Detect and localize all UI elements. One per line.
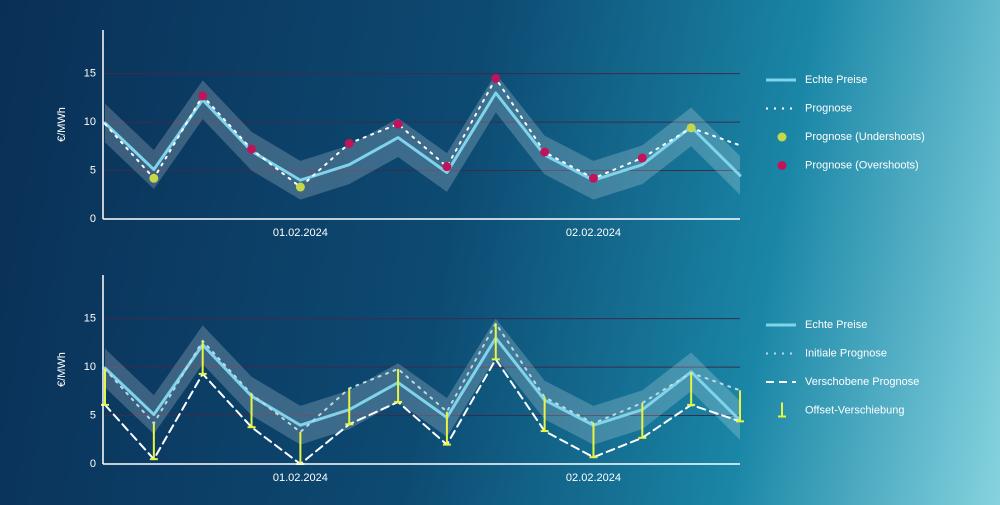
legend-label: Echte Preise — [805, 319, 867, 331]
forecast-marker — [686, 123, 696, 133]
forecast-marker — [295, 182, 305, 192]
y-tick-label: 0 — [90, 213, 96, 225]
legend-swatch — [777, 161, 787, 170]
forecast-marker — [247, 144, 257, 154]
y-tick-label: 15 — [84, 313, 96, 325]
legend-label: Offset-Verschiebung — [805, 404, 904, 416]
y-axis-label: €/MWh — [56, 352, 68, 387]
legend-label: Prognose (Undershoots) — [805, 131, 925, 143]
y-tick-label: 5 — [90, 164, 96, 176]
price-band — [105, 73, 740, 200]
legend-label: Initiale Prognose — [805, 347, 887, 359]
forecast-marker — [540, 147, 550, 157]
x-tick-label: 02.02.2024 — [566, 227, 621, 239]
series-line — [104, 358, 741, 465]
legend-label: Prognose (Overshoots) — [805, 159, 919, 171]
x-tick-label: 01.02.2024 — [273, 472, 328, 484]
forecast-marker — [491, 73, 501, 83]
series-line — [103, 336, 742, 427]
legend-swatch — [777, 132, 787, 142]
x-tick-label: 02.02.2024 — [566, 472, 621, 484]
x-tick-label: 01.02.2024 — [273, 227, 328, 239]
price-band — [105, 318, 740, 445]
legend-label: Prognose — [805, 102, 852, 114]
y-tick-label: 10 — [84, 361, 96, 373]
forecast-marker — [442, 162, 452, 172]
y-tick-label: 10 — [84, 116, 96, 128]
forecast-marker — [637, 153, 647, 163]
forecast-marker — [198, 91, 208, 101]
forecast-marker — [149, 173, 159, 183]
forecast-marker — [588, 173, 598, 183]
legend-label: Echte Preise — [805, 74, 867, 86]
series-line — [103, 91, 742, 182]
forecast-marker — [344, 138, 354, 148]
y-axis-label: €/MWh — [56, 107, 68, 142]
y-tick-label: 5 — [90, 409, 96, 421]
forecast-marker — [393, 119, 403, 129]
y-tick-label: 0 — [90, 458, 96, 470]
legend-label: Verschobene Prognose — [805, 376, 919, 388]
y-tick-label: 15 — [84, 68, 96, 80]
